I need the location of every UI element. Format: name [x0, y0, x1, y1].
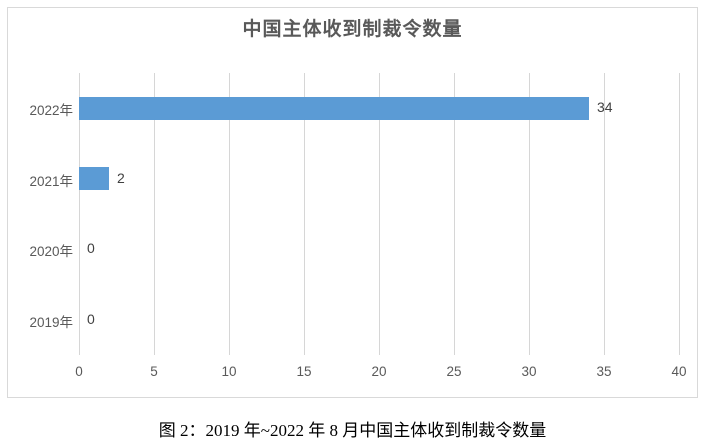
x-tick-label-15: 15 [296, 364, 312, 379]
gridline-35 [604, 73, 605, 355]
gridline-10 [229, 73, 230, 355]
x-tick-label-25: 25 [446, 364, 462, 379]
chart-title: 中国主体收到制裁令数量 [242, 19, 463, 40]
bar-chart: 中国主体收到制裁令数量 0 5 10 15 20 25 30 35 40 2022年 34 2021年… [7, 7, 698, 398]
value-label-2022年: 34 [597, 99, 613, 116]
value-label-2021年: 2 [117, 169, 125, 186]
gridline-20 [379, 73, 380, 355]
gridline-5 [154, 73, 155, 355]
gridline-15 [304, 73, 305, 355]
category-label-2021年: 2021年 [29, 173, 73, 189]
category-label-2020年: 2020年 [29, 244, 73, 260]
x-tick-label-40: 40 [671, 364, 687, 379]
x-tick-label-35: 35 [596, 364, 612, 379]
gridline-25 [454, 73, 455, 355]
x-tick-label-0: 0 [75, 364, 83, 379]
bar-2022年 [79, 96, 589, 120]
category-label-2022年: 2022年 [29, 103, 73, 119]
value-label-2020年: 0 [87, 240, 95, 257]
bar-2021年 [79, 167, 109, 191]
x-tick-label-5: 5 [150, 364, 158, 379]
gridline-30 [529, 73, 530, 355]
value-label-2019年: 0 [87, 310, 95, 327]
x-tick-label-10: 10 [221, 364, 237, 379]
x-tick-label-30: 30 [521, 364, 537, 379]
gridline-0 [79, 73, 80, 355]
category-label-2019年: 2019年 [29, 314, 73, 330]
x-tick-label-20: 20 [371, 364, 387, 379]
figure-caption: 图 2：2019 年~2022 年 8 月中国主体收到制裁令数量 [158, 421, 547, 440]
gridline-40 [679, 73, 680, 355]
